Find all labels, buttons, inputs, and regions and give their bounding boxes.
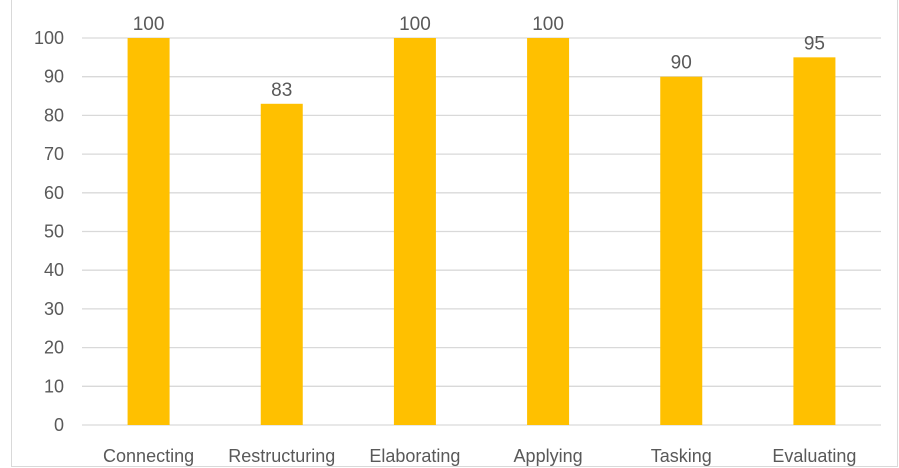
x-category-label-evaluating: Evaluating (772, 446, 856, 466)
y-tick-label-20: 20 (44, 338, 64, 358)
y-tick-label-70: 70 (44, 144, 64, 164)
y-tick-label-80: 80 (44, 105, 64, 125)
y-tick-label-100: 100 (34, 28, 64, 48)
data-label-applying: 100 (532, 14, 564, 35)
x-category-label-tasking: Tasking (651, 446, 712, 466)
y-tick-label-30: 30 (44, 299, 64, 319)
x-category-label-connecting: Connecting (103, 446, 194, 466)
bar-applying (527, 38, 570, 425)
bar-connecting (127, 38, 170, 425)
y-tick-label-10: 10 (44, 376, 64, 396)
bar-tasking (660, 76, 703, 425)
y-tick-label-90: 90 (44, 67, 64, 87)
bar-restructuring (260, 103, 303, 425)
bar-elaborating (393, 38, 436, 425)
y-tick-label-60: 60 (44, 183, 64, 203)
x-category-label-applying: Applying (514, 446, 583, 466)
chart-frame (11, 0, 898, 467)
data-label-tasking: 90 (671, 53, 692, 74)
x-category-label-restructuring: Restructuring (228, 446, 335, 466)
y-tick-label-0: 0 (54, 415, 64, 435)
bar-evaluating (793, 57, 836, 425)
data-label-connecting: 100 (133, 14, 165, 35)
y-tick-label-40: 40 (44, 260, 64, 280)
data-label-restructuring: 83 (271, 80, 292, 101)
data-label-elaborating: 100 (399, 14, 431, 35)
y-tick-label-50: 50 (44, 222, 64, 242)
x-category-label-elaborating: Elaborating (369, 446, 460, 466)
data-label-evaluating: 95 (804, 33, 825, 54)
